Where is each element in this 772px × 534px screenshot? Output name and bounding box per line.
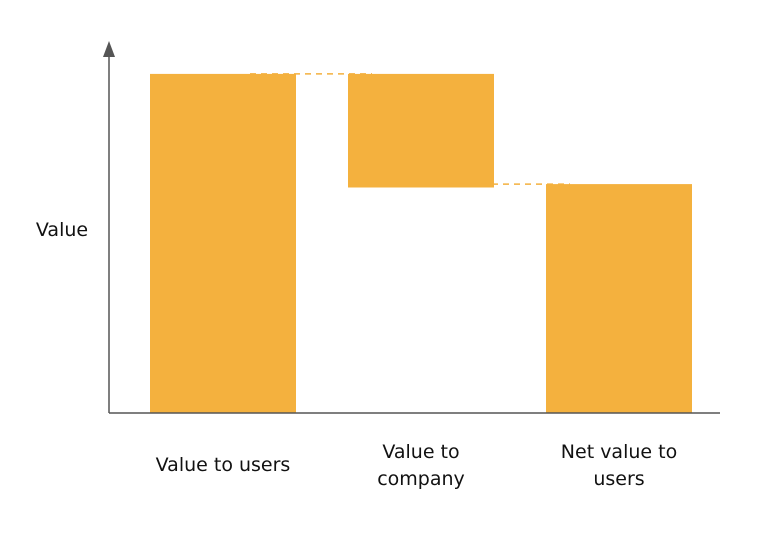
- bar-1: [150, 73, 296, 414]
- connectors-layer: [250, 73, 570, 185]
- x-tick-label-2: Value to company: [377, 441, 465, 490]
- bar-2: [348, 73, 494, 188]
- x-tick-label-1: Value to users: [156, 454, 291, 476]
- y-axis-label: Value: [36, 219, 88, 241]
- x-tick-label-3: Net value to users: [561, 441, 677, 490]
- x-tick-labels: Value to users Value to company Net value t…: [156, 441, 678, 490]
- bars-layer: [150, 73, 692, 414]
- bar-3: [546, 184, 692, 413]
- y-axis-arrow-icon: [103, 41, 115, 57]
